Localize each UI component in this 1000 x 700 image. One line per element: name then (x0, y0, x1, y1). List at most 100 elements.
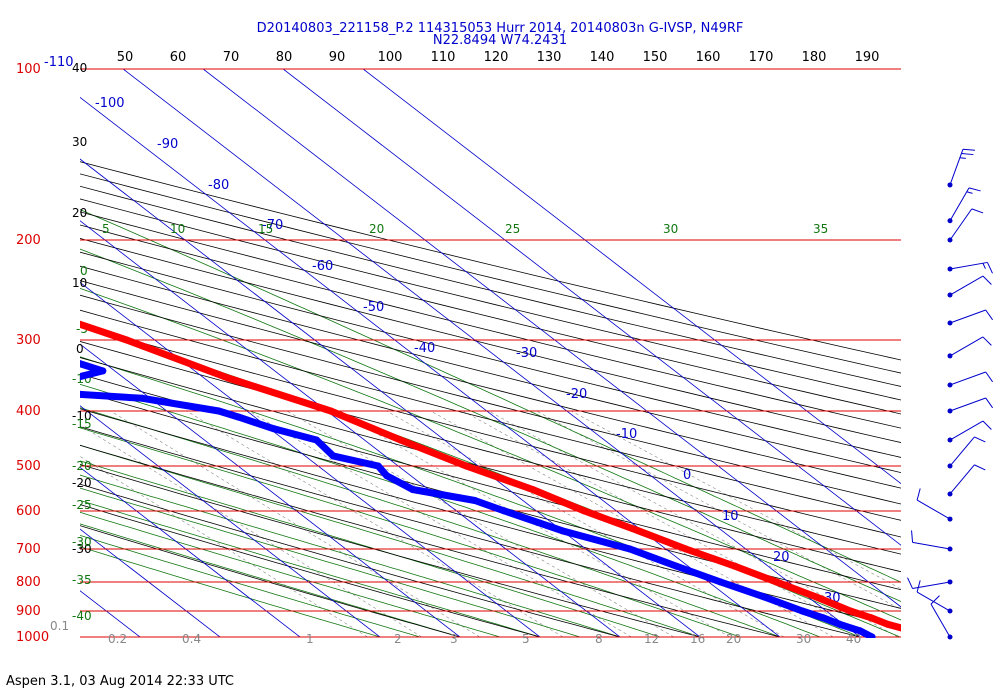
left-altitude-tick: 20 (72, 206, 87, 220)
dry-adiabat-line (80, 185, 901, 387)
mixing-ratio-line (248, 410, 632, 638)
wind-barb-staff (949, 464, 975, 495)
mixing-ratio-line (286, 410, 674, 638)
dewpoint-profile-point (836, 620, 844, 628)
isotherm-line (80, 96, 781, 638)
moist-adiabat-line (80, 444, 701, 638)
mixing-ratio-line (536, 410, 901, 610)
mixing-ratio-label: 8 (595, 632, 603, 646)
wind-barb (907, 577, 953, 590)
moist-adiabat-label: 30 (663, 222, 678, 236)
wind-barbs (907, 148, 994, 640)
wind-barb-flag (962, 148, 975, 151)
top-temperature-tick: 180 (802, 50, 827, 65)
mixing-ratio-line (386, 410, 785, 638)
moist-adiabat-line (80, 511, 501, 638)
isotherm-label: -40 (414, 341, 435, 356)
mixing-ratio-line (186, 410, 564, 638)
isotherm-label: -110 (44, 55, 74, 70)
wind-barb (947, 148, 975, 188)
moist-adiabat-label: 25 (505, 222, 520, 236)
dewpoint-profile-point (0, 328, 3, 335)
wind-barb (947, 275, 992, 298)
wind-barb-flag (916, 580, 921, 593)
dry-adiabat-line (80, 525, 461, 638)
wind-barb-flag (985, 371, 994, 383)
wind-barb-flag (966, 191, 973, 194)
isobars (80, 68, 901, 638)
left-altitude-tick: 40 (72, 61, 87, 75)
mixing-ratio-line (80, 456, 368, 638)
moist-adiabat-label: -30 (72, 535, 92, 549)
temperature-profile-point (933, 634, 940, 641)
wind-barb (947, 208, 984, 243)
dewpoint-profile-point (672, 562, 680, 570)
isotherm-label: -50 (363, 300, 384, 315)
top-temperature-tick: 160 (696, 50, 721, 65)
pressure-tick-label: 800 (16, 575, 41, 590)
dewpoint-profile-point (558, 527, 566, 535)
dewpoint-profile-point (760, 593, 768, 601)
chart-title-line-2: N22.8494 W74.2431 (433, 33, 567, 48)
wind-barb-staff (949, 309, 986, 324)
pressure-tick-label: 100 (16, 62, 41, 77)
top-temperature-tick: 90 (329, 50, 346, 65)
footer-version-timestamp: Aspen 3.1, 03 Aug 2014 22:33 UTC (6, 674, 234, 689)
dry-adiabat-line (80, 309, 901, 521)
mixing-ratio-label: 0.4 (182, 632, 201, 646)
top-temperature-tick: 170 (749, 50, 774, 65)
dry-adiabat-line (80, 224, 901, 429)
mixing-ratio-label: 0.1 (50, 619, 69, 633)
mixing-ratio-line (110, 410, 480, 638)
wind-barb-flag (961, 153, 974, 156)
wind-barb (916, 488, 953, 522)
dewpoint-profile-point (99, 367, 107, 375)
dry-adiabat-line (80, 251, 901, 458)
dewpoint-profile-point (409, 486, 417, 493)
wind-barb-flag (985, 309, 994, 321)
isotherm-line (282, 69, 901, 546)
isotherm-line (80, 220, 621, 638)
isotherm-line (80, 405, 381, 638)
pressure-tick-label: 200 (16, 233, 41, 248)
dry-adiabat-line (80, 173, 901, 374)
moist-adiabat-label: 0 (80, 264, 88, 278)
temperature-profile-point (730, 562, 738, 570)
dewpoint-profile-point (57, 378, 64, 385)
dry-adiabat-line (80, 426, 861, 638)
isotherm-line (80, 466, 301, 638)
left-altitude-tick: 0 (76, 342, 84, 356)
moist-adiabat-line (80, 460, 661, 638)
mixing-ratio-label: 2 (394, 632, 402, 646)
wind-barb-staff (949, 420, 984, 441)
mixing-ratio-line (80, 424, 422, 638)
temperature-profile-point (224, 374, 232, 382)
dry-adiabat-line (80, 211, 901, 415)
mixing-ratio-label: 12 (644, 632, 659, 646)
left-altitude-tick: 30 (72, 135, 87, 149)
temperature-profile-point (773, 578, 781, 586)
temperature-profile-point (884, 620, 892, 628)
dewpoint-profile-point (819, 614, 827, 622)
wind-barb (916, 580, 953, 614)
temperature-profile-point (908, 627, 915, 634)
dewpoint-profile-point (329, 452, 337, 460)
wind-barb (947, 261, 993, 274)
temperature-profile-point (327, 407, 335, 415)
dry-adiabat-line (80, 408, 901, 628)
isotherm-label: -80 (208, 178, 229, 193)
isotherm-line (80, 158, 701, 638)
moist-adiabat-label: 10 (170, 222, 185, 236)
wind-barb (947, 420, 992, 443)
moist-adiabat-line (80, 209, 901, 583)
dry-adiabat-line (80, 238, 901, 444)
moist-adiabat-label: -5 (76, 322, 88, 336)
isotherm-label: 10 (722, 509, 739, 524)
wind-barb-flag (907, 577, 914, 589)
moist-adiabat-label: -25 (72, 498, 92, 512)
wind-barb-staff (949, 336, 984, 357)
moist-adiabats (80, 209, 901, 638)
isotherm-line (80, 528, 221, 638)
isotherm-label: 20 (773, 550, 790, 565)
